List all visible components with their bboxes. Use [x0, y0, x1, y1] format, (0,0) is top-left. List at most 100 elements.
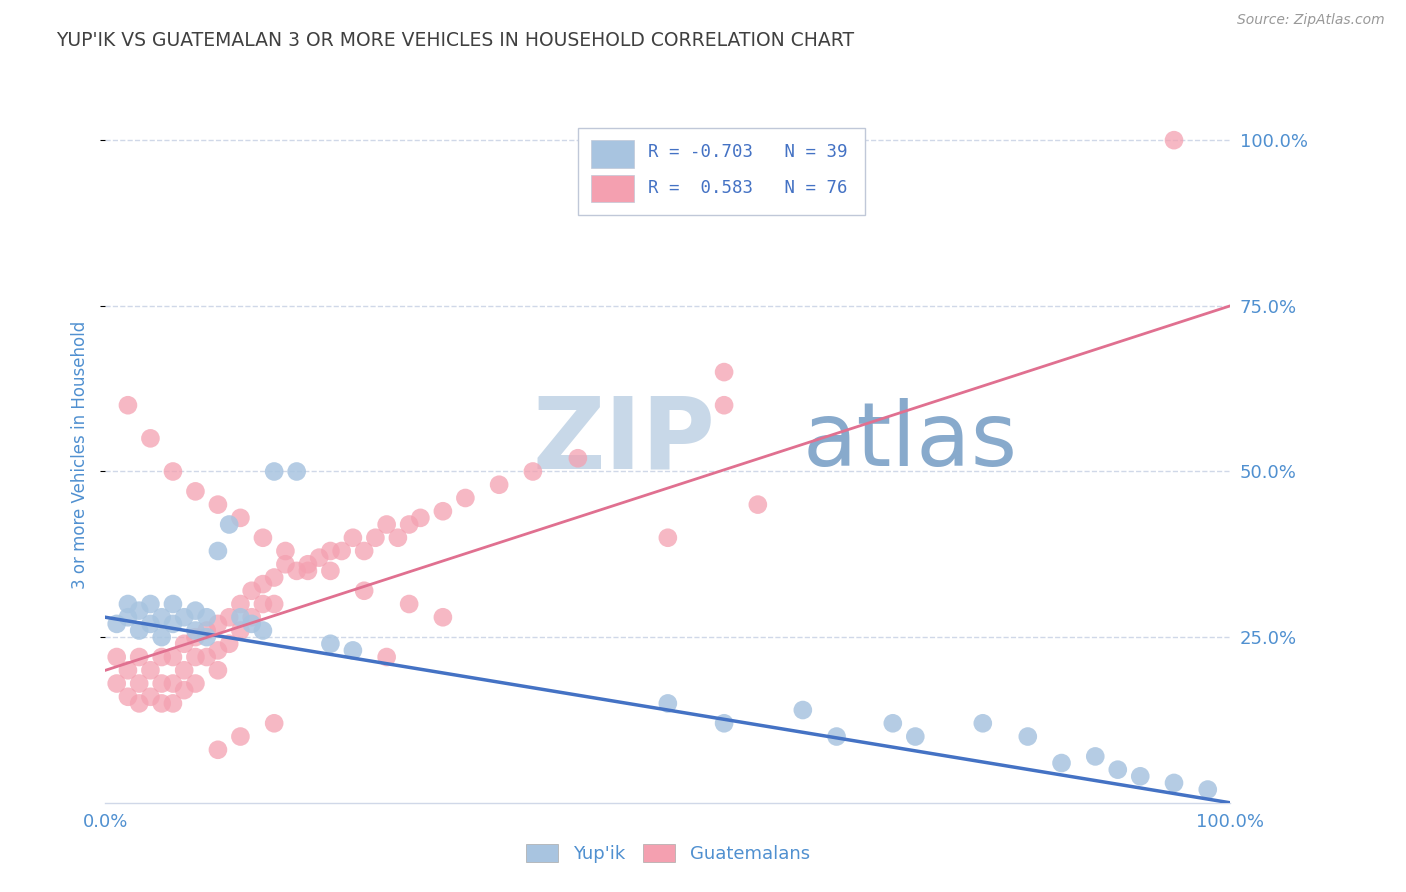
Bar	[592, 175, 634, 202]
Point	[229, 610, 252, 624]
Point	[117, 690, 139, 704]
Point	[330, 544, 353, 558]
Point	[195, 624, 218, 638]
Point	[128, 676, 150, 690]
Point	[229, 511, 252, 525]
Point	[218, 610, 240, 624]
Point	[1197, 782, 1219, 797]
Point	[173, 683, 195, 698]
Point	[105, 616, 128, 631]
Point	[342, 643, 364, 657]
Text: Source: ZipAtlas.com: Source: ZipAtlas.com	[1237, 13, 1385, 28]
Point	[274, 558, 297, 572]
Point	[1163, 776, 1185, 790]
Point	[297, 558, 319, 572]
Text: ZIP: ZIP	[533, 392, 716, 490]
Point	[184, 630, 207, 644]
Point	[972, 716, 994, 731]
Point	[792, 703, 814, 717]
Point	[567, 451, 589, 466]
Point	[297, 564, 319, 578]
Point	[162, 697, 184, 711]
Point	[319, 637, 342, 651]
Point	[128, 650, 150, 665]
Point	[454, 491, 477, 505]
Point	[139, 597, 162, 611]
Point	[1163, 133, 1185, 147]
Point	[252, 624, 274, 638]
Point	[319, 544, 342, 558]
FancyBboxPatch shape	[578, 128, 865, 215]
Point	[1107, 763, 1129, 777]
Point	[1084, 749, 1107, 764]
Point	[117, 597, 139, 611]
Point	[353, 583, 375, 598]
Point	[747, 498, 769, 512]
Point	[657, 531, 679, 545]
Point	[229, 730, 252, 744]
Point	[184, 604, 207, 618]
Point	[139, 690, 162, 704]
Point	[409, 511, 432, 525]
Point	[128, 697, 150, 711]
Text: R = -0.703   N = 39: R = -0.703 N = 39	[648, 144, 846, 161]
Point	[150, 650, 173, 665]
Point	[375, 650, 398, 665]
Point	[162, 650, 184, 665]
Point	[825, 730, 848, 744]
Point	[162, 616, 184, 631]
Point	[162, 597, 184, 611]
Point	[522, 465, 544, 479]
Text: R =  0.583   N = 76: R = 0.583 N = 76	[648, 179, 846, 197]
Point	[128, 604, 150, 618]
Point	[375, 517, 398, 532]
Point	[150, 697, 173, 711]
Text: YUP'IK VS GUATEMALAN 3 OR MORE VEHICLES IN HOUSEHOLD CORRELATION CHART: YUP'IK VS GUATEMALAN 3 OR MORE VEHICLES …	[56, 31, 855, 50]
Point	[207, 643, 229, 657]
Point	[162, 465, 184, 479]
Point	[488, 477, 510, 491]
Bar	[592, 140, 634, 168]
Point	[285, 564, 308, 578]
Point	[173, 663, 195, 677]
Point	[713, 365, 735, 379]
Point	[207, 743, 229, 757]
Point	[398, 597, 420, 611]
Point	[218, 517, 240, 532]
Point	[117, 663, 139, 677]
Point	[1017, 730, 1039, 744]
Point	[139, 663, 162, 677]
Point	[713, 716, 735, 731]
Point	[207, 498, 229, 512]
Point	[229, 624, 252, 638]
Point	[195, 610, 218, 624]
Point	[657, 697, 679, 711]
Point	[173, 637, 195, 651]
Point	[240, 583, 263, 598]
Point	[263, 597, 285, 611]
Point	[229, 597, 252, 611]
Legend: Yup'ik, Guatemalans: Yup'ik, Guatemalans	[519, 837, 817, 871]
Point	[128, 624, 150, 638]
Point	[105, 676, 128, 690]
Point	[218, 637, 240, 651]
Point	[195, 630, 218, 644]
Point	[184, 676, 207, 690]
Point	[117, 610, 139, 624]
Point	[263, 570, 285, 584]
Point	[432, 610, 454, 624]
Point	[207, 616, 229, 631]
Point	[285, 465, 308, 479]
Point	[240, 616, 263, 631]
Point	[252, 597, 274, 611]
Point	[139, 616, 162, 631]
Point	[252, 577, 274, 591]
Point	[274, 544, 297, 558]
Point	[882, 716, 904, 731]
Point	[240, 610, 263, 624]
Point	[263, 716, 285, 731]
Point	[364, 531, 387, 545]
Point	[162, 676, 184, 690]
Point	[387, 531, 409, 545]
Point	[150, 676, 173, 690]
